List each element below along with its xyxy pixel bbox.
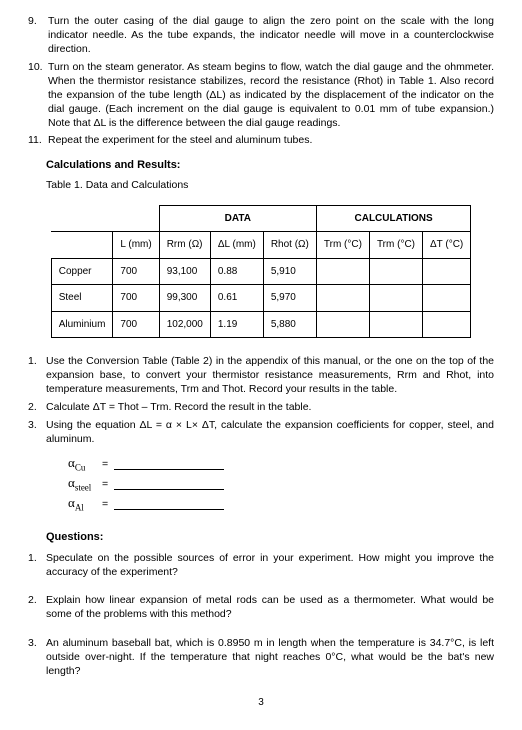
alpha-subscript: Cu xyxy=(75,463,86,473)
cell-Trm1 xyxy=(316,258,369,285)
calc-step-3: 3. Using the equation ΔL = α × L× ΔT, ca… xyxy=(28,418,494,446)
q-number: 1. xyxy=(28,551,46,579)
q-text: Speculate on the possible sources of err… xyxy=(46,551,494,579)
step-number: 1. xyxy=(28,354,46,397)
step-10: 10. Turn on the steam generator. As stea… xyxy=(28,60,494,131)
alpha-cu: αCu = xyxy=(68,454,494,474)
cell-Trm1 xyxy=(316,311,369,338)
table-header-row: L (mm) Rrm (Ω) ΔL (mm) Rhot (Ω) Trm (°C)… xyxy=(51,232,471,259)
table-caption: Table 1. Data and Calculations xyxy=(46,178,494,192)
step-number: 9. xyxy=(28,14,48,57)
equals-sign: = xyxy=(102,457,114,471)
step-text: Use the Conversion Table (Table 2) in th… xyxy=(46,354,494,397)
step-number: 3. xyxy=(28,418,46,446)
alpha-symbol: αCu xyxy=(68,454,102,474)
calculation-steps: 1. Use the Conversion Table (Table 2) in… xyxy=(28,354,494,446)
blank-line xyxy=(114,498,224,510)
step-number: 10. xyxy=(28,60,48,131)
cell-Rhot: 5,970 xyxy=(263,285,316,312)
table-corner xyxy=(51,205,159,232)
cell-Rrm: 93,100 xyxy=(159,258,210,285)
cell-Trm1 xyxy=(316,285,369,312)
th-data: DATA xyxy=(159,205,316,232)
col-L: L (mm) xyxy=(113,232,159,259)
table-row: Aluminium 700 102,000 1.19 5,880 xyxy=(51,311,471,338)
col-Trm1: Trm (°C) xyxy=(316,232,369,259)
alpha-subscript: Al xyxy=(75,503,84,513)
question-2: 2. Explain how linear expansion of metal… xyxy=(28,593,494,621)
step-9: 9. Turn the outer casing of the dial gau… xyxy=(28,14,494,57)
alpha-steel: αsteel = xyxy=(68,474,494,494)
table-row: Copper 700 93,100 0.88 5,910 xyxy=(51,258,471,285)
cell-Rrm: 99,300 xyxy=(159,285,210,312)
equals-sign: = xyxy=(102,497,114,511)
step-text: Calculate ΔT = Thot – Trm. Record the re… xyxy=(46,400,494,414)
col-Trm2: Trm (°C) xyxy=(369,232,422,259)
alpha-subscript: steel xyxy=(75,483,92,493)
col-Rhot: Rhot (Ω) xyxy=(263,232,316,259)
col-Rrm: Rrm (Ω) xyxy=(159,232,210,259)
question-1: 1. Speculate on the possible sources of … xyxy=(28,551,494,579)
equals-sign: = xyxy=(102,477,114,491)
cell-Trm2 xyxy=(369,258,422,285)
cell-dT xyxy=(423,258,471,285)
cell-material: Copper xyxy=(51,258,113,285)
step-11: 11. Repeat the experiment for the steel … xyxy=(28,133,494,147)
blank-line xyxy=(114,478,224,490)
cell-Rhot: 5,910 xyxy=(263,258,316,285)
cell-dL: 0.61 xyxy=(210,285,263,312)
cell-L: 700 xyxy=(113,311,159,338)
cell-dL: 0.88 xyxy=(210,258,263,285)
cell-dT xyxy=(423,311,471,338)
procedure-steps: 9. Turn the outer casing of the dial gau… xyxy=(28,14,494,148)
step-number: 11. xyxy=(28,133,48,147)
page-number: 3 xyxy=(28,696,494,710)
questions-list: 1. Speculate on the possible sources of … xyxy=(28,551,494,678)
q-number: 2. xyxy=(28,593,46,621)
calculations-heading: Calculations and Results: xyxy=(46,158,494,173)
question-3: 3. An aluminum baseball bat, which is 0.… xyxy=(28,636,494,679)
cell-dL: 1.19 xyxy=(210,311,263,338)
cell-L: 700 xyxy=(113,285,159,312)
q-number: 3. xyxy=(28,636,46,679)
blank-line xyxy=(114,458,224,470)
data-table: DATA CALCULATIONS L (mm) Rrm (Ω) ΔL (mm)… xyxy=(51,205,472,339)
questions-heading: Questions: xyxy=(46,530,494,545)
q-text: Explain how linear expansion of metal ro… xyxy=(46,593,494,621)
calc-step-2: 2. Calculate ΔT = Thot – Trm. Record the… xyxy=(28,400,494,414)
col-dT: ΔT (°C) xyxy=(423,232,471,259)
alpha-symbol: αsteel xyxy=(68,474,102,494)
cell-material: Aluminium xyxy=(51,311,113,338)
step-text: Using the equation ΔL = α × L× ΔT, calcu… xyxy=(46,418,494,446)
calc-step-1: 1. Use the Conversion Table (Table 2) in… xyxy=(28,354,494,397)
th-calc: CALCULATIONS xyxy=(316,205,470,232)
cell-Rrm: 102,000 xyxy=(159,311,210,338)
cell-L: 700 xyxy=(113,258,159,285)
q-text: An aluminum baseball bat, which is 0.895… xyxy=(46,636,494,679)
alpha-al: αAl = xyxy=(68,494,494,514)
step-text: Turn the outer casing of the dial gauge … xyxy=(48,14,494,57)
alpha-equations: αCu = αsteel = αAl = xyxy=(68,454,494,514)
cell-Trm2 xyxy=(369,311,422,338)
cell-Rhot: 5,880 xyxy=(263,311,316,338)
step-text: Turn on the steam generator. As steam be… xyxy=(48,60,494,131)
cell-Trm2 xyxy=(369,285,422,312)
table-row: Steel 700 99,300 0.61 5,970 xyxy=(51,285,471,312)
cell-dT xyxy=(423,285,471,312)
step-number: 2. xyxy=(28,400,46,414)
alpha-symbol: αAl xyxy=(68,494,102,514)
cell-material: Steel xyxy=(51,285,113,312)
col-dL: ΔL (mm) xyxy=(210,232,263,259)
table-corner2 xyxy=(51,232,113,259)
step-text: Repeat the experiment for the steel and … xyxy=(48,133,494,147)
